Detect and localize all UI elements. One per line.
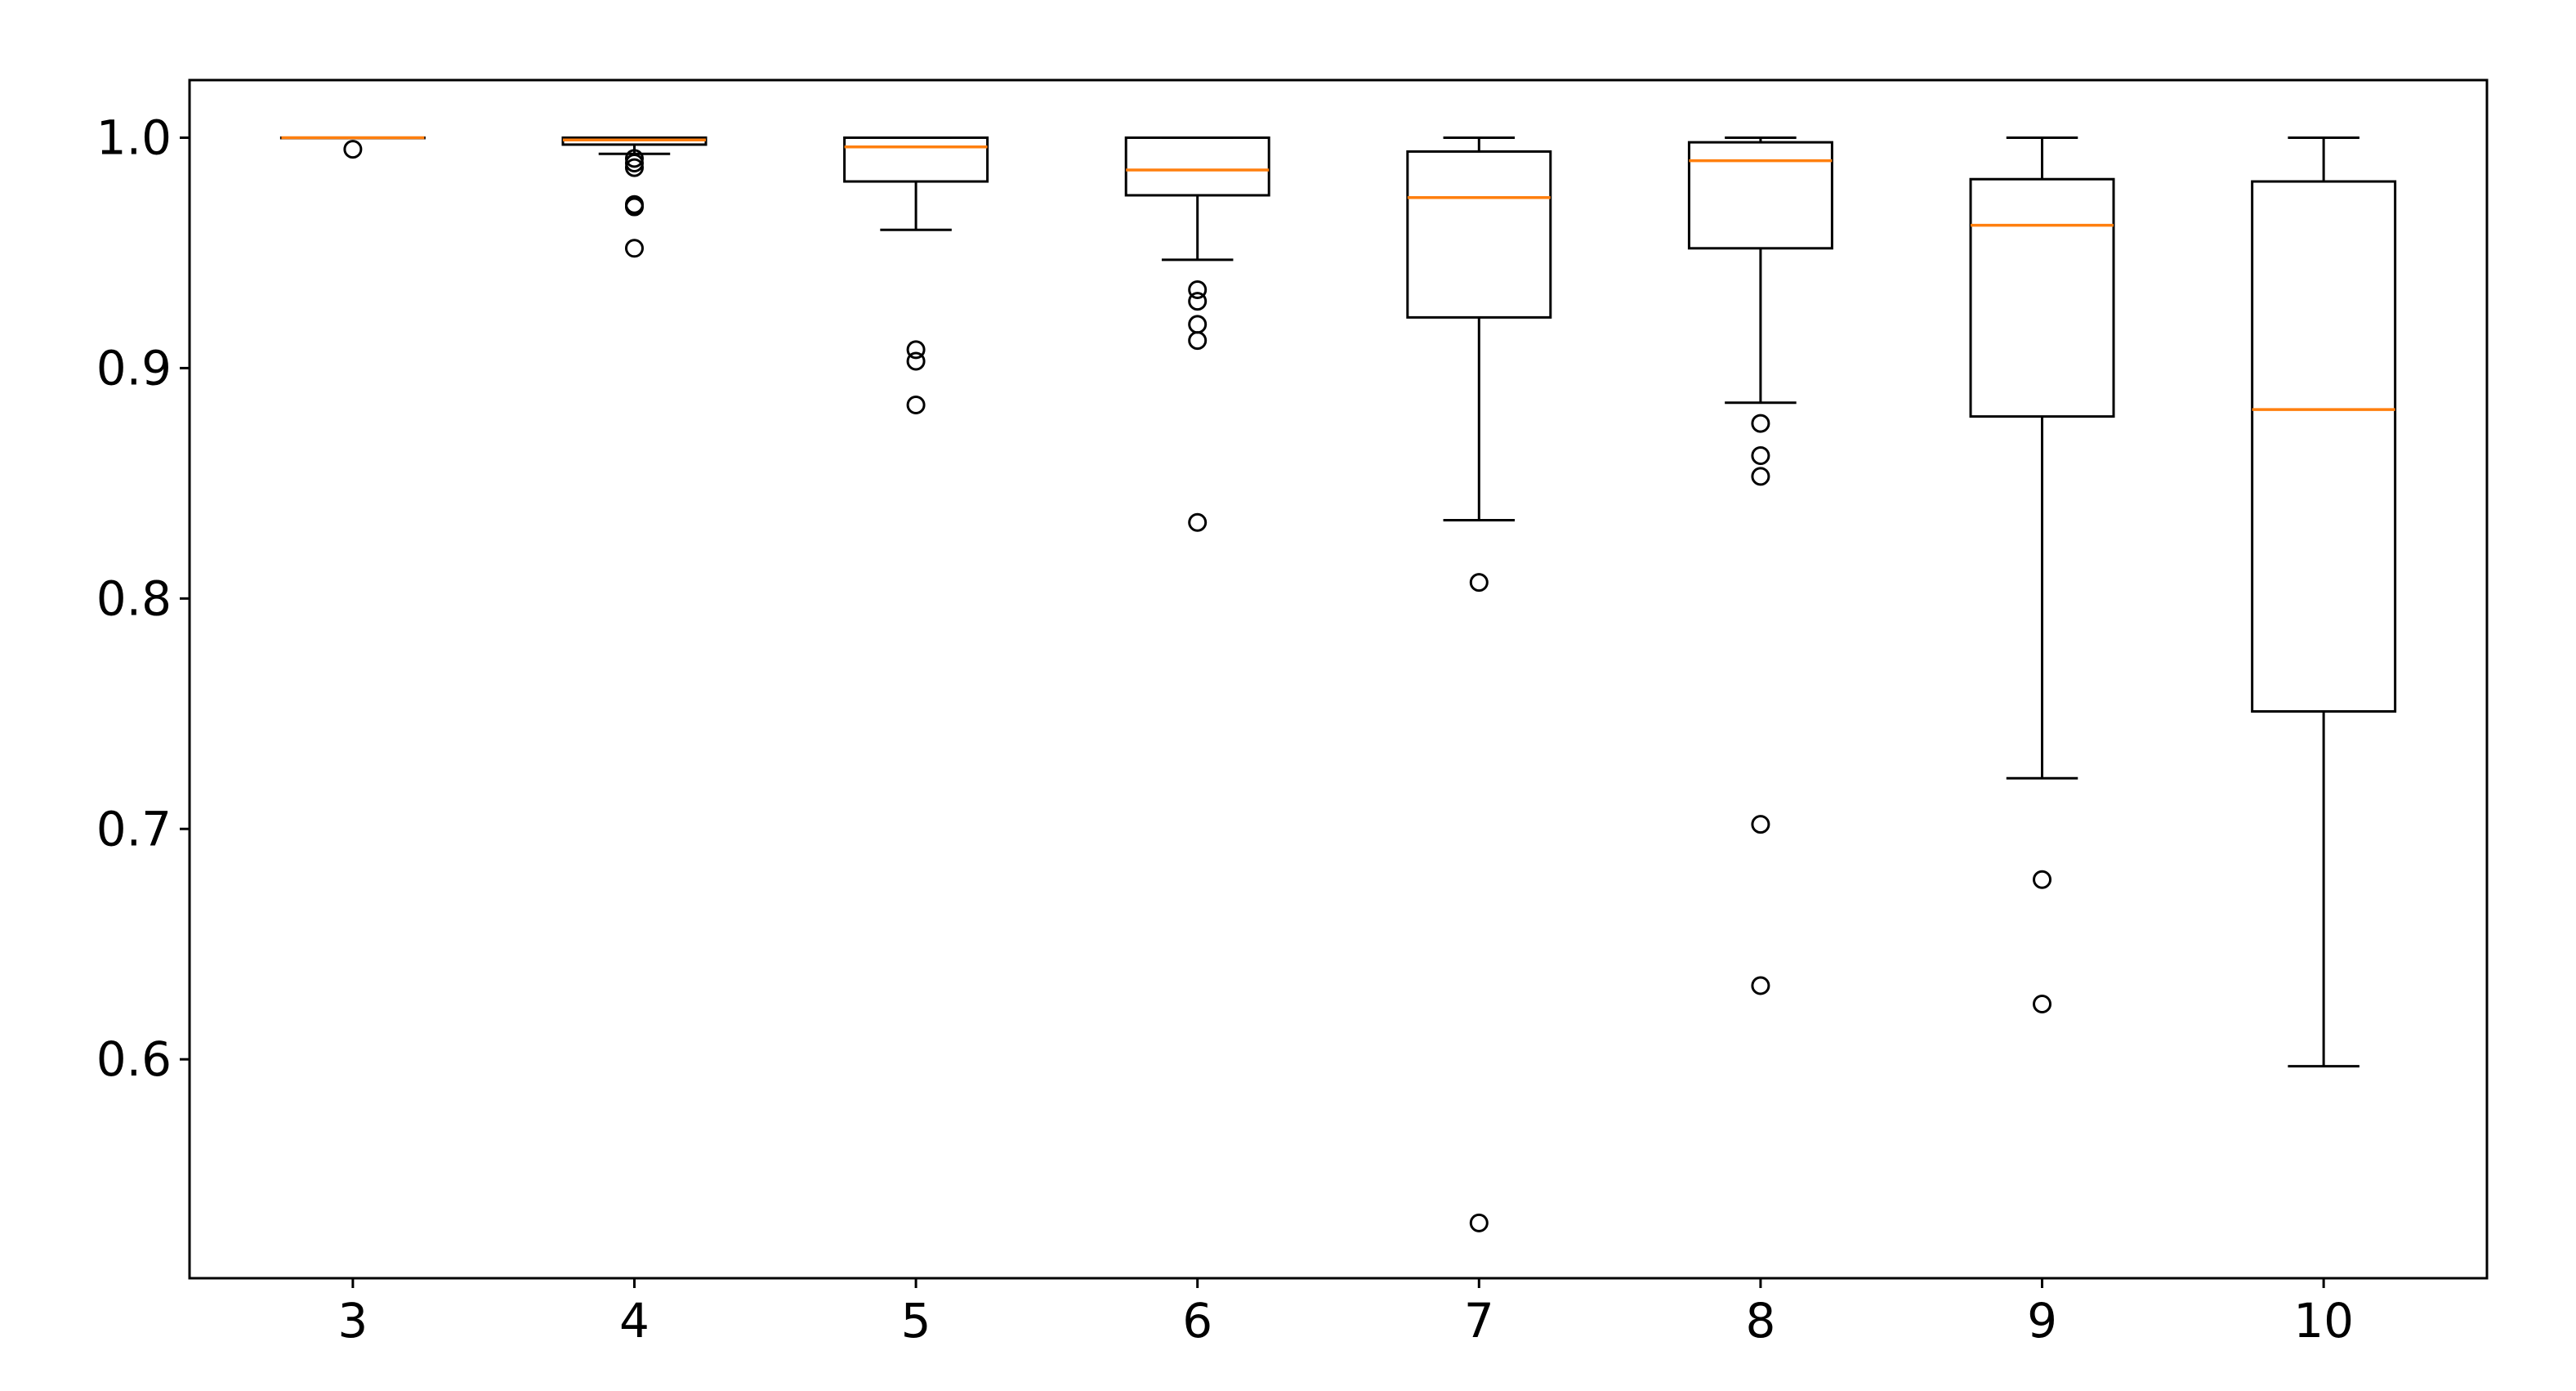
box-group-7 <box>1406 136 1552 1232</box>
box-group-3 <box>279 136 426 159</box>
y-tick-label: 0.9 <box>96 340 172 396</box>
outlier-point <box>1188 512 1208 532</box>
outlier-point <box>2033 870 2052 889</box>
box-group-9 <box>1969 136 2115 1014</box>
outlier-point <box>1469 1213 1489 1232</box>
plot-frame <box>188 78 2489 1280</box>
iqr-box <box>1687 141 1833 250</box>
outlier-point <box>624 239 644 258</box>
outlier-point <box>1751 414 1770 433</box>
x-tick-label: 4 <box>619 1293 650 1349</box>
outlier-point <box>624 158 644 177</box>
x-tick-label: 3 <box>337 1293 368 1349</box>
outlier-point <box>2033 995 2052 1014</box>
x-tick-label: 9 <box>2027 1293 2057 1349</box>
box-group-5 <box>843 136 989 415</box>
iqr-box <box>843 136 989 183</box>
x-tick-label: 5 <box>901 1293 931 1349</box>
box-group-4 <box>561 136 708 258</box>
outlier-point <box>1188 280 1208 300</box>
outlier-point <box>1469 573 1489 593</box>
outlier-point <box>1188 315 1208 334</box>
y-tick-label: 0.6 <box>96 1031 172 1087</box>
x-tick-label: 8 <box>1745 1293 1775 1349</box>
x-tick-label: 6 <box>1182 1293 1212 1349</box>
outlier-point <box>1188 292 1208 311</box>
outlier-point <box>1751 467 1770 486</box>
iqr-box <box>1124 136 1270 197</box>
box-group-10 <box>2251 136 2397 1068</box>
y-tick-label: 0.8 <box>96 570 172 626</box>
outlier-point <box>624 197 644 217</box>
outlier-point <box>1188 331 1208 351</box>
outlier-point <box>906 351 926 371</box>
outlier-point <box>343 140 363 159</box>
y-tick-label: 0.7 <box>96 801 172 857</box>
boxes-layer <box>279 136 2397 1232</box>
iqr-box <box>1406 150 1552 319</box>
box-group-6 <box>1124 136 1270 532</box>
outlier-point <box>906 340 926 360</box>
y-tick-label: 1.0 <box>96 110 172 165</box>
iqr-box <box>2251 180 2397 713</box>
x-tick-label: 7 <box>1464 1293 1494 1349</box>
box-group-8 <box>1687 136 1833 995</box>
iqr-box <box>1969 177 2115 418</box>
y-axis: 0.6 0.7 0.8 0.9 1.0 <box>96 110 190 1087</box>
outlier-point <box>1751 976 1770 995</box>
x-axis: 3 4 5 6 7 8 9 10 <box>337 1278 2354 1349</box>
outlier-point <box>1751 815 1770 834</box>
outlier-point <box>1751 446 1770 466</box>
outlier-point <box>906 396 926 415</box>
x-tick-label: 10 <box>2293 1293 2354 1349</box>
